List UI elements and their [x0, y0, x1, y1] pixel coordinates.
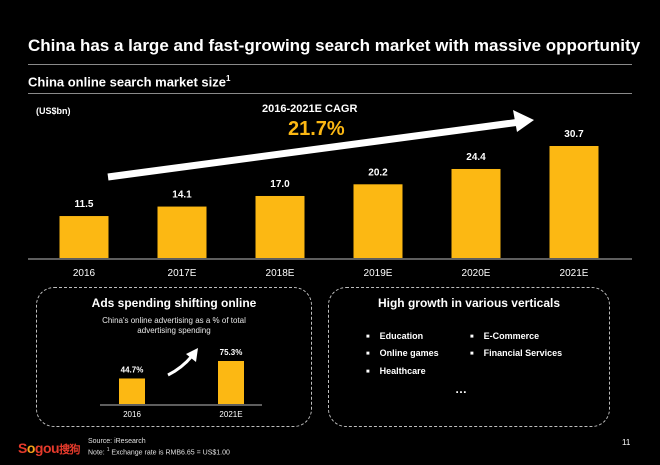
bar-value-label: 24.4	[466, 152, 486, 163]
x-tick-label: 2019E	[364, 268, 393, 279]
bar-value-label: 14.1	[172, 190, 192, 201]
source-note: Source: iResearch Note: 1 Exchange rate …	[88, 437, 230, 457]
ads-spending-box: Ads spending shifting online China's onl…	[36, 287, 312, 427]
cagr-value: 21.7%	[288, 118, 345, 140]
logo-letter-o: o	[26, 440, 36, 456]
verticals-title: High growth in various verticals	[377, 296, 561, 310]
note-mark: 1	[106, 447, 110, 453]
ads-bar-2021E	[218, 361, 244, 404]
vertical-item-education: Education	[366, 331, 424, 341]
cagr-label: 2016-2021E CAGR	[262, 103, 358, 115]
chart-subtitle-text: China online search market size	[28, 74, 226, 90]
verticals-box: High growth in various verticals	[328, 287, 610, 427]
ads-x-tick-label: 2016	[123, 410, 141, 419]
x-tick-label: 2018E	[266, 268, 295, 279]
note-prefix: Note:	[88, 449, 107, 457]
subtitle-divider	[28, 93, 632, 94]
x-tick-label: 2020E	[462, 268, 491, 279]
vertical-item-financial-services: Financial Services	[470, 348, 563, 358]
bar-value-label: 20.2	[368, 167, 388, 178]
title-divider	[28, 64, 632, 65]
y-axis-unit: (US$bn)	[36, 106, 71, 116]
bar-2021E	[549, 146, 599, 258]
ads-bar-2016	[119, 378, 145, 404]
bar-2019E	[353, 184, 403, 258]
source-line: Source: iResearch	[88, 438, 146, 445]
x-tick-label: 2016	[73, 268, 96, 279]
x-tick-label: 2017E	[168, 268, 197, 279]
subtitle-footnote-mark: 1	[225, 74, 231, 83]
ads-x-tick-label: 2021E	[219, 410, 242, 419]
logo-chinese: 搜狗	[59, 444, 81, 456]
ads-box-title: Ads spending shifting online	[91, 296, 257, 310]
ads-box-note-line1: China's online advertising as a % of tot…	[102, 316, 246, 325]
vertical-item-online-games: Online games	[366, 348, 439, 358]
page-title: China has a large and fast-growing searc…	[28, 36, 641, 55]
exchange-note: Note: 1 Exchange rate is RMB6.65 = US$1.…	[88, 446, 230, 457]
bar-2020E	[451, 168, 501, 258]
ads-bar-value-label: 75.3%	[220, 348, 243, 357]
bar-2017E	[157, 206, 207, 258]
ads-box-note-line2: advertising spending	[137, 326, 211, 335]
note-text: Exchange rate is RMB6.65 = US$1.00	[109, 449, 230, 457]
bar-value-label: 30.7	[564, 129, 584, 140]
bar-value-label: 11.5	[75, 199, 94, 210]
bar-value-label: 17.0	[270, 179, 290, 190]
chart-subtitle: China online search market size1	[28, 74, 230, 89]
ads-growth-arrow-head	[186, 348, 198, 362]
page-number: 11	[622, 438, 631, 447]
ads-growth-arrow	[167, 355, 194, 377]
cagr-arrow-shaft	[107, 118, 521, 181]
ads-bar-value-label: 44.7%	[121, 365, 144, 374]
vertical-item-healthcare: Healthcare	[366, 366, 426, 376]
vertical-item-ecommerce: E-Commerce	[470, 331, 540, 341]
verticals-more: …	[455, 382, 467, 396]
sogou-logo: Sogou搜狗	[18, 440, 81, 457]
bar-2016	[59, 216, 109, 258]
x-tick-label: 2021E	[560, 268, 589, 279]
logo-letter-s: S	[18, 440, 27, 456]
cagr-arrow-head	[513, 110, 534, 132]
bar-2018E	[255, 195, 305, 258]
ads-box-note: China's online advertising as a % of tot…	[37, 316, 311, 336]
logo-letters-gou: gou	[34, 440, 60, 456]
